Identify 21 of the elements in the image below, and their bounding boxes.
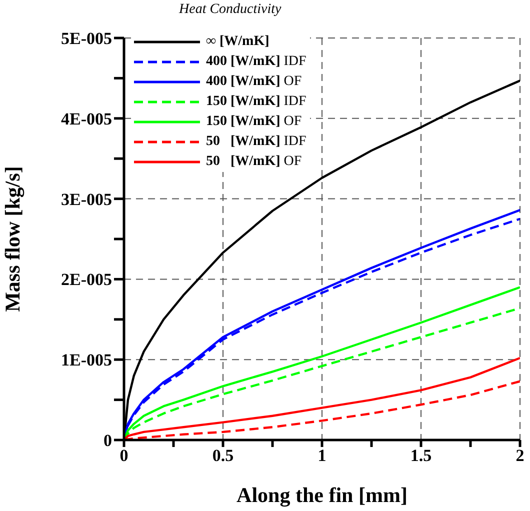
legend-label: 400 [W/mK] OF	[206, 73, 302, 91]
y-tick-label: 0	[104, 431, 112, 450]
y-axis-title: Mass flow [kg/s]	[0, 166, 24, 312]
x-tick-label: 1.5	[410, 446, 432, 466]
x-axis-title: Along the fin [mm]	[236, 483, 408, 507]
y-tick-label: 3E-005	[61, 190, 112, 209]
y-tick-label: 4E-005	[61, 109, 112, 128]
legend-title: Heat Conductivity	[179, 2, 282, 18]
legend-label: 50 [W/mK] IDF	[206, 133, 306, 151]
x-tick-label: 0	[120, 446, 128, 466]
y-tick-label: 2E-005	[61, 270, 112, 290]
legend-label: 400 [W/mK] IDF	[206, 53, 306, 71]
legend-label: 150 [W/mK] OF	[206, 113, 302, 131]
y-tick-label: 1E-005	[61, 350, 112, 370]
x-tick-label: 0.5	[212, 446, 234, 466]
x-tick-label: 1	[318, 446, 326, 466]
x-tick-label: 2	[516, 446, 524, 466]
y-tick-label: 5E-005	[61, 29, 112, 48]
legend-label: ∞ [W/mK]	[206, 33, 270, 51]
legend-label: 50 [W/mK] OF	[206, 153, 302, 171]
legend-label: 150 [W/mK] IDF	[206, 93, 306, 111]
